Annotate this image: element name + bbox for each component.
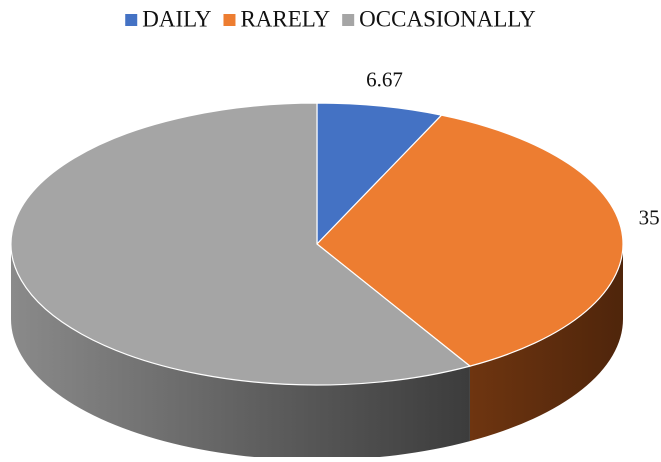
legend-swatch-occasionally	[342, 14, 355, 26]
data-labels: 6.67 35.00 58.33	[0, 68, 661, 280]
slice-daily	[316, 102, 443, 246]
data-label-rarely: 35.00	[639, 206, 661, 230]
slice-side-occasionally	[11, 244, 470, 461]
data-label-occasionally: 58.33	[0, 256, 1, 280]
legend-swatch-daily	[125, 14, 138, 26]
legend-label-rarely: RARELY	[240, 6, 330, 31]
legend-label-occasionally: OCCASIONALLY	[359, 6, 536, 31]
data-label-daily: 6.67	[366, 68, 403, 92]
slice-rarely	[316, 114, 624, 367]
slice-side-rarely	[469, 244, 623, 442]
pie-slices	[10, 102, 624, 386]
legend-label-daily: DAILY	[142, 6, 212, 31]
legend-item-rarely: RARELY	[223, 6, 331, 31]
slice-occasionally	[10, 102, 472, 386]
legend-item-occasionally: OCCASIONALLY	[342, 6, 536, 31]
legend-swatch-rarely	[223, 14, 236, 26]
pie-sides	[11, 244, 623, 461]
legend: DAILY RARELY OCCASIONALLY	[125, 6, 536, 31]
legend-item-daily: DAILY	[125, 6, 212, 31]
